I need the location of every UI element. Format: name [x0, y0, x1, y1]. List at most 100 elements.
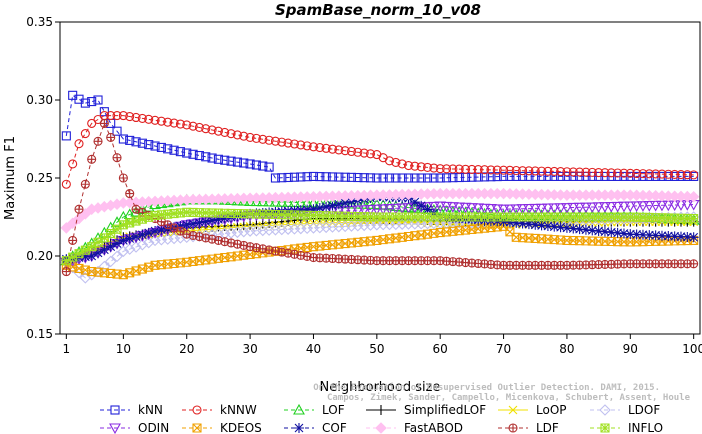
point-knn-79	[562, 171, 572, 181]
point-odin-77	[548, 203, 561, 215]
point-odin-51	[383, 204, 396, 215]
point-odin-49	[370, 204, 383, 216]
point-knn-29	[245, 159, 255, 169]
point-knnw-9	[118, 111, 128, 121]
point-lof-49	[370, 198, 383, 210]
point-cof-79	[561, 222, 572, 233]
point-cof-20	[188, 218, 199, 229]
point-knn-76	[543, 171, 553, 181]
point-ldof-27	[231, 226, 244, 239]
x-tick-label-1: 10	[116, 342, 131, 356]
point-knnw-51	[384, 156, 395, 166]
legend-marker-odin	[109, 423, 121, 434]
point-ldof-11	[130, 241, 142, 253]
series-line-knn	[65, 94, 694, 179]
point-knn-0	[61, 131, 71, 141]
point-cof-96	[669, 231, 680, 242]
chart-title: SpamBase_norm_10_v08	[275, 1, 481, 19]
point-knn-21	[194, 150, 204, 161]
point-knnw-73	[524, 166, 534, 176]
legend-label-fastabod: FastABOD	[404, 421, 463, 434]
point-odin-82	[580, 202, 592, 214]
point-knn-33	[270, 173, 280, 183]
point-odin-73	[522, 204, 535, 215]
point-cof-40	[314, 202, 325, 213]
point-cof-9	[118, 235, 129, 246]
point-ldof-7	[104, 255, 117, 268]
point-cof-38	[302, 204, 313, 215]
point-odin-72	[516, 204, 529, 215]
point-odin-64	[465, 203, 478, 214]
legend-item-knnw: kNNW	[182, 403, 257, 417]
point-ldf-3	[80, 179, 90, 189]
series-layer	[60, 90, 700, 284]
point-knn-55	[410, 173, 420, 183]
point-knn-26	[226, 156, 236, 166]
point-knnw-74	[530, 166, 540, 176]
point-odin-48	[364, 204, 377, 216]
point-knnw-16	[163, 117, 173, 127]
point-knn-51	[384, 173, 395, 183]
x-axis: 1 10 20 30 40 50 60 70 80 90 100	[63, 334, 702, 356]
point-cof-69	[498, 216, 509, 227]
y-tick-label-1: 0.20	[26, 249, 53, 263]
point-knnw-44	[340, 146, 350, 156]
point-cof-55	[409, 197, 420, 208]
point-knnw-14	[150, 115, 160, 125]
point-knn-75	[537, 171, 547, 181]
legend-item-simplifiedlof: SimplifiedLOF	[366, 403, 486, 417]
point-inflo-16	[163, 209, 173, 219]
legend-item-ldof: LDOF	[590, 403, 660, 417]
point-ldof-26	[225, 227, 237, 239]
point-knnw-32	[264, 135, 274, 145]
point-cof-99	[688, 232, 699, 243]
y-axis: 0.15 0.20 0.25 0.30 0.35	[26, 15, 60, 341]
point-odin-70	[503, 204, 516, 216]
series-line-ldf	[65, 122, 694, 272]
point-knnw-93	[651, 169, 661, 179]
point-knnw-42	[327, 144, 338, 154]
point-odin-61	[446, 202, 459, 213]
point-knn-58	[429, 173, 439, 183]
point-cof-14	[150, 226, 161, 237]
point-knn-22	[201, 152, 211, 162]
point-knnw-88	[619, 168, 629, 178]
point-cof-98	[682, 231, 693, 242]
point-knnw-79	[562, 167, 572, 177]
point-knnw-94	[657, 169, 667, 179]
point-knn-50	[378, 173, 388, 183]
point-knnw-13	[144, 114, 154, 124]
point-knn-10	[125, 135, 135, 145]
point-ldf-6	[99, 118, 109, 128]
point-knn-52	[391, 173, 401, 183]
point-knnw-60	[441, 164, 452, 174]
point-knnw-3	[80, 128, 90, 139]
point-ldf-5	[93, 136, 103, 146]
point-knn-46	[353, 172, 363, 183]
point-knnw-54	[403, 160, 414, 171]
point-cof-70	[504, 217, 515, 228]
point-cof-92	[644, 230, 655, 241]
x-tick-label-3: 30	[242, 342, 257, 356]
point-knn-61	[448, 173, 458, 183]
point-ldof-6	[98, 260, 111, 273]
point-knn-23	[207, 153, 217, 163]
point-knnw-8	[112, 111, 122, 121]
point-inflo-99	[689, 214, 699, 224]
point-knn-95	[663, 171, 673, 181]
point-inflo-4	[87, 242, 97, 252]
series-ldf	[61, 118, 699, 277]
point-inflo-8	[112, 224, 122, 234]
point-knnw-70	[505, 165, 515, 175]
legend-marker-inflo	[600, 423, 610, 433]
legend-label-inflo: INFLO	[628, 421, 663, 434]
point-knnw-96	[670, 169, 680, 179]
point-knn-11	[131, 137, 141, 147]
point-inflo-17	[169, 209, 179, 219]
legend-label-lof: LOF	[322, 403, 345, 417]
point-cof-11	[131, 231, 142, 242]
point-odin-83	[586, 202, 599, 214]
point-cof-78	[555, 222, 566, 233]
point-odin-58	[427, 201, 440, 213]
point-cof-3	[80, 251, 91, 262]
